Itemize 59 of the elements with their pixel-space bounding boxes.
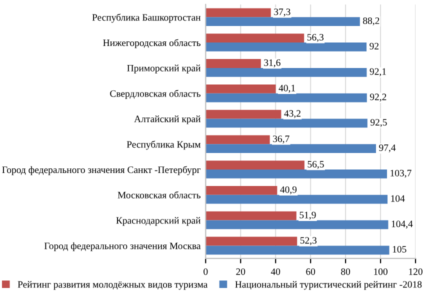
data-label: 92	[370, 42, 379, 50]
x-tick-label: 120	[409, 268, 422, 275]
data-label: 36,7	[273, 136, 290, 144]
data-label: 92,2	[370, 94, 386, 102]
data-label: 104,4	[392, 220, 413, 229]
bar	[206, 135, 270, 144]
data-label: 52,3	[300, 237, 317, 246]
legend-label: Национальный туристический рейтинг -2018	[235, 280, 422, 290]
bar	[206, 194, 388, 204]
bar	[206, 93, 367, 102]
data-label: 51,9	[300, 212, 316, 220]
data-label: 88,2	[363, 17, 380, 26]
x-tick-label: 60	[306, 268, 316, 275]
bar	[206, 110, 282, 119]
bar	[206, 118, 368, 128]
data-label: 56,5	[308, 160, 324, 169]
y-tick-label: Алтайский край	[134, 115, 201, 124]
data-label: 43,2	[284, 110, 300, 118]
bar	[206, 211, 296, 220]
y-tick-label: Город федерального значения Москва	[44, 242, 201, 252]
bar	[206, 59, 261, 68]
bar	[206, 68, 367, 77]
bar	[206, 186, 278, 195]
data-label: 92,5	[370, 119, 387, 127]
data-label: 37,3	[274, 8, 290, 17]
bar	[206, 17, 360, 26]
data-label: 92,1	[370, 68, 386, 76]
data-label: 31,6	[264, 59, 280, 68]
data-label: 40,1	[278, 84, 295, 93]
x-tick-label: 40	[270, 268, 280, 275]
data-label: 104	[391, 195, 405, 202]
x-tick-label: 80	[341, 268, 350, 275]
bar	[206, 170, 388, 178]
bar	[206, 42, 367, 52]
y-tick-label: Республика Башкортостан	[92, 14, 201, 23]
y-tick-label: Приморский край	[127, 64, 201, 74]
bar	[206, 160, 304, 170]
y-tick-label: Московская область	[118, 191, 200, 198]
bar	[206, 220, 388, 230]
bar	[206, 144, 376, 154]
data-label: 103,7	[390, 170, 412, 178]
y-tick-label: Нижегородская область	[103, 39, 200, 48]
bar	[206, 246, 390, 255]
bar	[206, 84, 276, 94]
x-tick-label: 0	[204, 268, 208, 275]
x-tick-label: 20	[236, 268, 246, 275]
y-tick-label: Краснодарский край	[116, 217, 201, 226]
bar	[206, 8, 271, 18]
bar	[206, 34, 304, 43]
y-tick-label: Свердловская область	[110, 90, 200, 99]
data-label: 105	[392, 246, 406, 253]
y-tick-label: Город федерального значения Санкт -Петербург	[2, 166, 201, 176]
x-tick-label: 100	[374, 268, 388, 275]
y-tick-label: Республика Крым	[126, 140, 201, 150]
legend-label: Рейтинг развития молодёжных видов туризма	[18, 280, 208, 290]
data-label: 56,3	[307, 34, 324, 42]
data-label: 40,9	[280, 186, 297, 194]
data-label: 97,4	[379, 144, 396, 152]
bar	[206, 236, 298, 246]
